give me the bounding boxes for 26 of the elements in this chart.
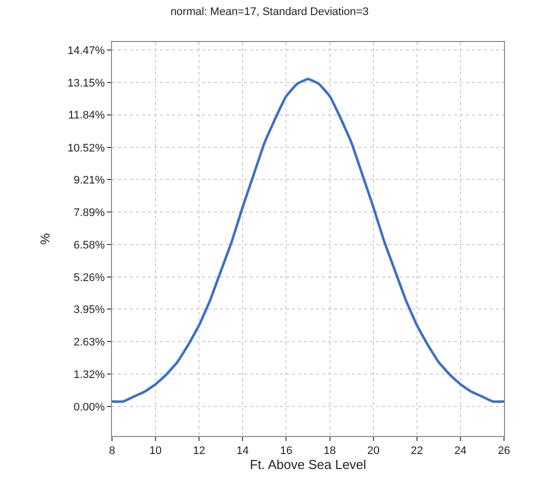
x-tick-label: 26: [498, 445, 510, 458]
y-tick-label: 1.32%: [74, 368, 106, 381]
x-tick-label: 24: [454, 445, 467, 458]
x-tick-label: 16: [280, 445, 292, 458]
x-tick-label: 18: [324, 445, 336, 458]
x-tick-label: 20: [367, 445, 380, 458]
x-axis-title: Ft. Above Sea Level: [250, 457, 366, 472]
y-axis-title: %: [37, 232, 52, 245]
y-tick-label: 11.84%: [68, 110, 106, 122]
x-tick-label: 12: [192, 445, 206, 458]
y-tick-label: 6.58%: [74, 239, 106, 252]
y-tick-label: 10.52%: [67, 142, 106, 154]
x-tick-label: 10: [149, 445, 162, 458]
x-tick-label: 8: [108, 445, 116, 458]
x-tick-label: 14: [236, 445, 249, 458]
y-tick-label: 14.47%: [67, 44, 106, 57]
line-series: [112, 78, 504, 403]
y-tick-label: 2.63%: [74, 336, 106, 349]
y-tick-label: 3.95%: [74, 304, 106, 316]
chart-title: normal: Mean=17, Standard Deviation=3: [170, 6, 369, 18]
y-tick-label: 13.15%: [67, 77, 106, 90]
y-tick-label: 7.89%: [74, 207, 106, 220]
y-tick-label: 0.00%: [74, 401, 106, 414]
y-tick-label: 9.21%: [74, 174, 106, 186]
y-tick-label: 5.26%: [74, 272, 106, 284]
x-tick-label: 22: [410, 445, 424, 458]
